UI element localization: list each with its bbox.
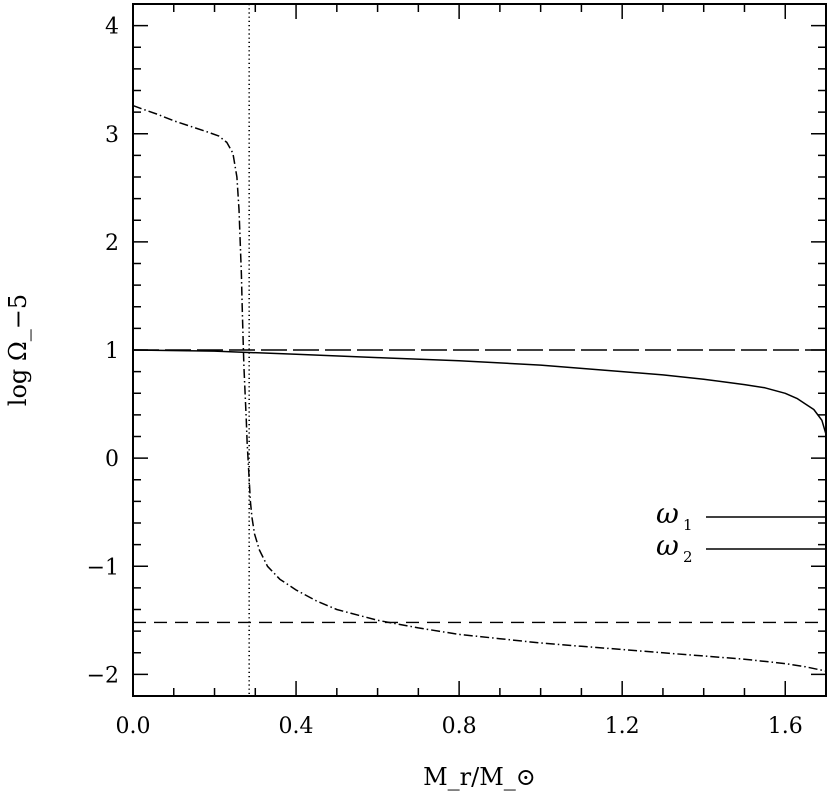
x-tick-label: 1.2 xyxy=(605,714,640,739)
x-tick-label: 0.4 xyxy=(279,714,314,739)
x-tick-label: 0.0 xyxy=(116,714,151,739)
series-line-1 xyxy=(132,104,827,672)
legend-subscript: 1 xyxy=(683,516,693,534)
y-tick-label: 4 xyxy=(105,15,119,40)
legend-symbol: ω xyxy=(656,497,679,530)
y-tick-label: 0 xyxy=(105,447,119,472)
x-axis-label: M_r/M_⊙ xyxy=(423,763,536,791)
y-tick-label: −2 xyxy=(87,663,119,688)
y-tick-label: 1 xyxy=(105,339,119,364)
series-lines xyxy=(132,104,827,672)
y-tick-label: 2 xyxy=(105,231,119,256)
series-line-2 xyxy=(132,349,827,435)
legend: ω 1ω 2 xyxy=(656,497,826,566)
plot-frame xyxy=(132,3,827,697)
reference-lines xyxy=(133,4,826,696)
axis-labels: M_r/M_⊙ log Ω_−5 xyxy=(4,294,536,791)
legend-subscript: 2 xyxy=(683,548,693,566)
legend-symbol: ω xyxy=(656,529,679,562)
tick-labels: 0.0 0.4 0.8 1.2 1.6 −2 −1 0 1 2 3 4 xyxy=(87,15,803,739)
y-axis-label: log Ω_−5 xyxy=(4,294,32,406)
x-tick-label: 1.6 xyxy=(768,714,803,739)
x-tick-label: 0.8 xyxy=(442,714,477,739)
y-tick-label: −1 xyxy=(87,555,119,580)
y-tick-label: 3 xyxy=(105,123,119,148)
